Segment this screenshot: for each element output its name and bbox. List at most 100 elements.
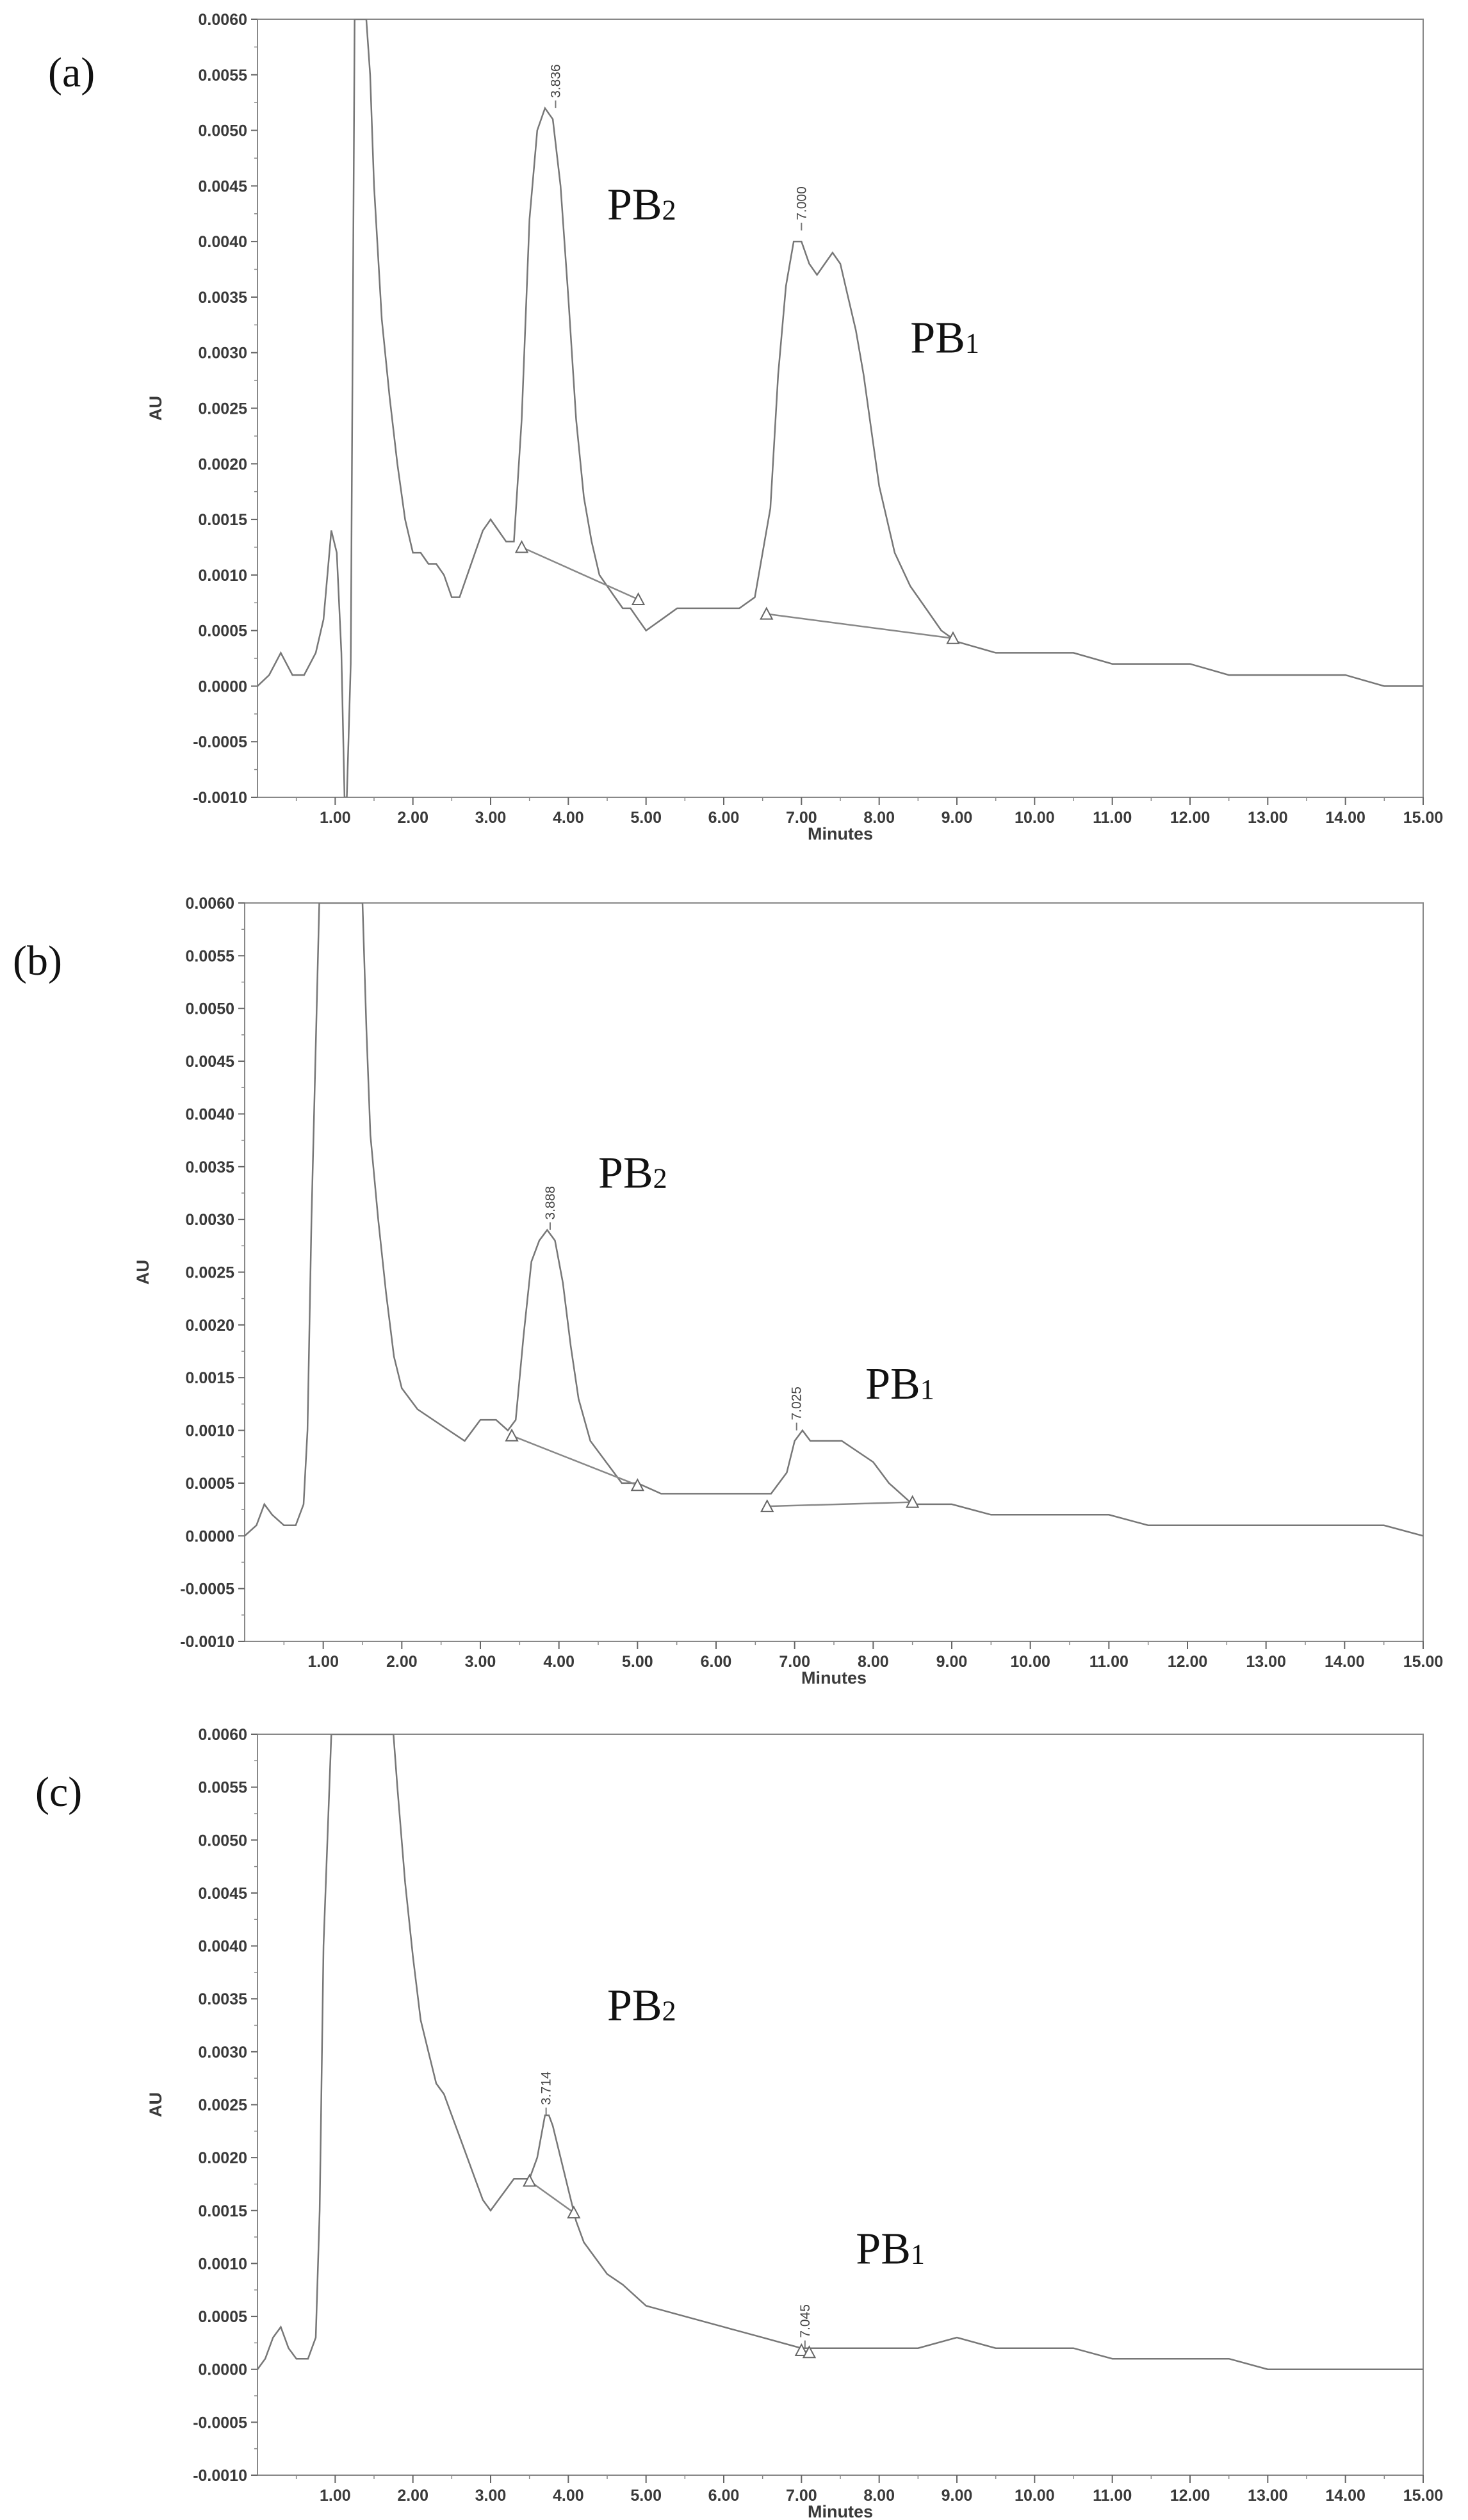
y-tick-label: 0.0035 bbox=[199, 1990, 248, 2008]
x-tick-label: 12.00 bbox=[1168, 1653, 1208, 1671]
peak-retention-label: 3.714 bbox=[539, 2071, 554, 2105]
peak-annotation-name: PB bbox=[598, 1149, 653, 1198]
x-tick-label: 15.00 bbox=[1403, 1653, 1444, 1671]
x-tick-label: 14.00 bbox=[1325, 1653, 1365, 1671]
peak-annotation: PB2 bbox=[598, 1149, 667, 1198]
x-tick-label: 6.00 bbox=[701, 1653, 732, 1671]
peak-baseline bbox=[521, 546, 639, 601]
baseline-marker bbox=[760, 606, 774, 620]
y-tick-label: 0.0025 bbox=[186, 1264, 235, 1282]
y-tick-label: -0.0005 bbox=[193, 733, 247, 751]
x-tick-label: 10.00 bbox=[1015, 2487, 1055, 2505]
baseline-marker bbox=[631, 592, 646, 606]
panel-label: (b) bbox=[13, 938, 62, 984]
x-tick-label: 7.00 bbox=[779, 1653, 810, 1671]
x-tick-label: 3.00 bbox=[465, 1653, 496, 1671]
baseline-marker bbox=[946, 631, 960, 644]
y-tick-label: 0.0040 bbox=[186, 1105, 234, 1123]
y-tick-label: 0.0045 bbox=[186, 1053, 235, 1071]
y-tick-label: 0.0050 bbox=[199, 122, 247, 140]
y-tick-label: 0.0040 bbox=[199, 233, 247, 251]
y-axis-title: AU bbox=[146, 396, 165, 421]
x-axis-title: Minutes bbox=[801, 1668, 867, 1687]
peak-retention-label: 3.888 bbox=[543, 1186, 558, 1220]
y-tick-label: 0.0020 bbox=[199, 455, 247, 473]
x-tick-label: 4.00 bbox=[543, 1653, 575, 1671]
x-tick-label: 8.00 bbox=[858, 1653, 889, 1671]
peak-annotation: PB2 bbox=[607, 1981, 676, 2030]
x-tick-label: 10.00 bbox=[1010, 1653, 1050, 1671]
peak-annotation-name: PB bbox=[910, 314, 965, 363]
peak-retention-label: 7.025 bbox=[790, 1386, 804, 1420]
y-tick-label: 0.0060 bbox=[186, 895, 234, 913]
y-tick-label: 0.0050 bbox=[186, 1000, 234, 1018]
chart-panel-1: 0.0060 0.0055 0.0050 0.0045 0.0040 0.0035 0.00… bbox=[13, 895, 1443, 1687]
y-axis-title: AU bbox=[133, 1260, 152, 1285]
peak-baseline bbox=[767, 1501, 913, 1508]
peak-baseline bbox=[511, 1435, 638, 1486]
y-tick-label: 0.0010 bbox=[199, 567, 247, 585]
x-tick-label: 4.00 bbox=[553, 2487, 584, 2505]
baseline-marker bbox=[760, 1499, 774, 1513]
x-tick-label: 3.00 bbox=[475, 809, 507, 827]
peak-annotation-sub: 2 bbox=[662, 1995, 676, 2026]
peak-annotation-sub: 1 bbox=[965, 328, 979, 359]
chromatogram-trace bbox=[257, 19, 1423, 797]
x-tick-label: 6.00 bbox=[708, 809, 740, 827]
peak-annotation-sub: 1 bbox=[920, 1374, 934, 1405]
peak-annotation-name: PB bbox=[607, 1981, 662, 2030]
peak-retention-label: 7.045 bbox=[798, 2304, 813, 2338]
chart-panel-0: 0.0060 0.0055 0.0050 0.0045 0.0040 0.0035 0.00… bbox=[48, 11, 1443, 843]
x-tick-label: 13.00 bbox=[1248, 2487, 1288, 2505]
x-tick-label: 11.00 bbox=[1093, 2487, 1132, 2505]
y-axis-title: AU bbox=[146, 2092, 165, 2117]
y-tick-label: 0.0015 bbox=[199, 511, 248, 529]
plot-frame bbox=[244, 902, 1424, 1642]
peak-annotation: PB1 bbox=[910, 314, 979, 363]
baseline-marker bbox=[523, 2174, 537, 2187]
y-tick-label: 0.0010 bbox=[199, 2255, 247, 2273]
x-tick-label: 2.00 bbox=[397, 2487, 428, 2505]
x-tick-label: 5.00 bbox=[622, 1653, 653, 1671]
y-tick-label: 0.0005 bbox=[199, 622, 248, 640]
y-tick-label: -0.0010 bbox=[193, 2467, 247, 2485]
peak-annotation-name: PB bbox=[865, 1360, 920, 1409]
baseline-marker bbox=[505, 1428, 519, 1442]
x-tick-label: 2.00 bbox=[386, 1653, 418, 1671]
x-tick-label: 1.00 bbox=[307, 1653, 339, 1671]
baseline-marker bbox=[514, 540, 529, 553]
x-tick-label: 8.00 bbox=[863, 809, 895, 827]
y-tick-label: 0.0030 bbox=[199, 345, 247, 362]
y-tick-label: 0.0015 bbox=[199, 2202, 248, 2220]
x-tick-label: 1.00 bbox=[320, 2487, 351, 2505]
x-tick-label: 12.00 bbox=[1170, 809, 1211, 827]
plot-frame bbox=[257, 19, 1424, 798]
x-tick-label: 1.00 bbox=[320, 809, 351, 827]
y-tick-label: 0.0055 bbox=[186, 947, 235, 965]
x-tick-label: 3.00 bbox=[475, 2487, 507, 2505]
peak-annotation-name: PB bbox=[607, 180, 662, 229]
peak-annotation: PB2 bbox=[607, 180, 676, 229]
y-tick-label: 0.0045 bbox=[199, 1885, 248, 1903]
x-axis-title: Minutes bbox=[808, 2502, 873, 2520]
panel-label: (c) bbox=[35, 1769, 82, 1816]
y-tick-label: 0.0030 bbox=[199, 2044, 247, 2061]
y-tick-label: 0.0050 bbox=[199, 1832, 247, 1849]
y-tick-label: -0.0005 bbox=[180, 1581, 234, 1598]
y-tick-label: 0.0005 bbox=[186, 1475, 235, 1493]
y-tick-label: 0.0025 bbox=[199, 400, 248, 418]
y-tick-label: 0.0015 bbox=[186, 1369, 235, 1387]
y-tick-label: 0.0035 bbox=[186, 1158, 235, 1176]
x-tick-label: 14.00 bbox=[1325, 809, 1366, 827]
x-tick-label: 13.00 bbox=[1248, 809, 1288, 827]
x-tick-label: 6.00 bbox=[708, 2487, 740, 2505]
x-tick-label: 9.00 bbox=[942, 809, 973, 827]
chromatogram-trace bbox=[245, 903, 1423, 1537]
y-tick-label: -0.0005 bbox=[193, 2414, 247, 2432]
peak-annotation-name: PB bbox=[856, 2224, 911, 2273]
y-tick-label: 0.0000 bbox=[186, 1527, 234, 1545]
y-tick-label: 0.0060 bbox=[199, 11, 247, 29]
y-tick-label: 0.0005 bbox=[199, 2308, 248, 2326]
y-tick-label: 0.0060 bbox=[199, 1726, 247, 1744]
